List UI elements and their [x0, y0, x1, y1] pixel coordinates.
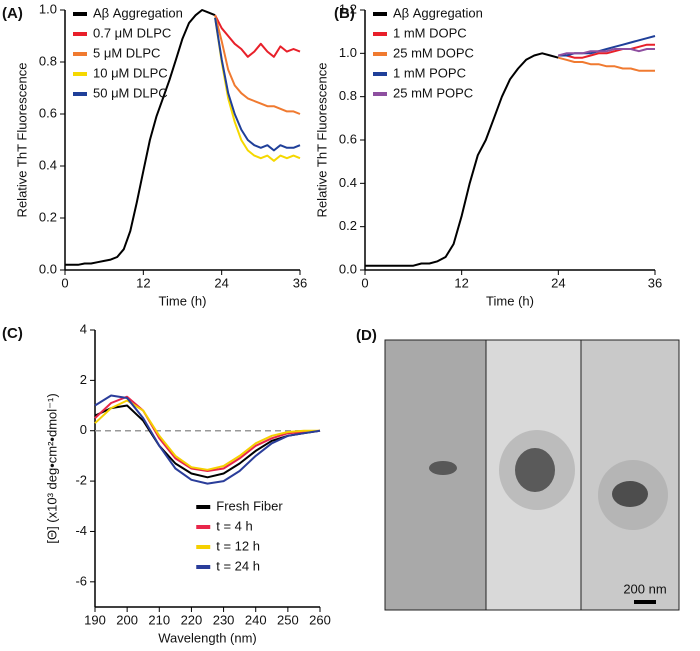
legend-label: 25 mM DOPC	[393, 45, 474, 60]
legend-label: 1 mM DOPC	[393, 25, 467, 40]
legend-label: 5 μM DLPC	[93, 45, 160, 60]
y-tick-label: -6	[75, 573, 87, 588]
panel-label: (B)	[334, 5, 355, 22]
y-tick-label: 1.0	[39, 1, 57, 16]
data-line	[65, 9, 216, 266]
y-tick-label: 0.6	[39, 105, 57, 120]
legend-label: 0.7 μM DLPC	[93, 25, 171, 40]
x-tick-label: 210	[148, 612, 170, 627]
x-tick-label: 0	[61, 275, 68, 290]
x-axis-label: Wavelength (nm)	[158, 630, 257, 645]
data-line	[214, 17, 301, 162]
micrograph	[384, 339, 487, 611]
y-tick-label: 1.2	[339, 1, 357, 16]
x-tick-label: 230	[213, 612, 235, 627]
x-tick-label: 0	[361, 275, 368, 290]
data-line	[94, 394, 321, 485]
legend-label: 10 μM DLPC	[93, 65, 168, 80]
x-tick-label: 220	[181, 612, 203, 627]
data-line	[365, 52, 559, 267]
legend-label: t = 12 h	[216, 538, 260, 553]
x-tick-label: 36	[648, 275, 662, 290]
x-tick-label: 250	[277, 612, 299, 627]
x-tick-label: 24	[214, 275, 228, 290]
y-tick-label: 1.0	[339, 45, 357, 60]
y-tick-label: 0	[80, 422, 87, 437]
data-line	[214, 14, 301, 115]
y-tick-label: 4	[80, 321, 87, 336]
panel-label: (D)	[356, 327, 377, 344]
legend-label: t = 4 h	[216, 518, 253, 533]
x-tick-label: 200	[116, 612, 138, 627]
y-tick-label: 0.2	[339, 218, 357, 233]
data-line	[558, 56, 655, 72]
fiber-cluster	[515, 448, 555, 492]
y-tick-label: 2	[80, 372, 87, 387]
x-tick-label: 36	[293, 275, 307, 290]
panel-d: (D) 200 nm	[356, 327, 680, 611]
data-line	[214, 14, 301, 58]
x-tick-label: 24	[551, 275, 565, 290]
y-tick-label: 0.4	[339, 175, 357, 190]
x-tick-label: 190	[84, 612, 106, 627]
legend-label: Fresh Fiber	[216, 498, 283, 513]
y-tick-label: 0.8	[339, 88, 357, 103]
fiber-cluster	[612, 481, 648, 507]
data-line	[558, 43, 655, 59]
x-axis-label: Time (h)	[486, 293, 534, 308]
y-tick-label: 0.8	[39, 53, 57, 68]
y-tick-label: 0.0	[39, 261, 57, 276]
scale-bar-label: 200 nm	[623, 581, 666, 596]
legend-label: t = 24 h	[216, 558, 260, 573]
x-axis-label: Time (h)	[159, 293, 207, 308]
x-tick-label: 260	[309, 612, 331, 627]
data-line	[94, 399, 320, 471]
legend-label: 25 mM POPC	[393, 85, 473, 100]
x-tick-label: 12	[454, 275, 468, 290]
data-line	[94, 404, 321, 479]
data-line	[214, 17, 301, 152]
legend-label: 1 mM POPC	[393, 65, 466, 80]
y-tick-label: 0.6	[339, 131, 357, 146]
legend-label: Aβ Aggregation	[393, 5, 483, 20]
y-tick-label: 0.4	[39, 157, 57, 172]
y-tick-label: -2	[75, 473, 87, 488]
y-axis-label: [Θ] (x10³ deg•cm²•dmol⁻¹)	[44, 393, 59, 543]
y-axis-label: Relative ThT Fluorescence	[14, 63, 29, 218]
panel-label: (A)	[2, 5, 23, 22]
y-tick-label: 0.0	[339, 261, 357, 276]
panel-label: (C)	[2, 325, 23, 342]
data-line	[94, 395, 321, 472]
fiber-cluster	[429, 461, 457, 475]
y-tick-label: -4	[75, 523, 87, 538]
y-tick-label: 0.2	[39, 209, 57, 224]
legend-label: 50 μM DLPC	[93, 85, 168, 100]
y-axis-label: Relative ThT Fluorescence	[314, 63, 329, 218]
data-line	[558, 48, 655, 57]
legend-label: Aβ Aggregation	[93, 5, 183, 20]
x-tick-label: 240	[245, 612, 267, 627]
x-tick-label: 12	[136, 275, 150, 290]
